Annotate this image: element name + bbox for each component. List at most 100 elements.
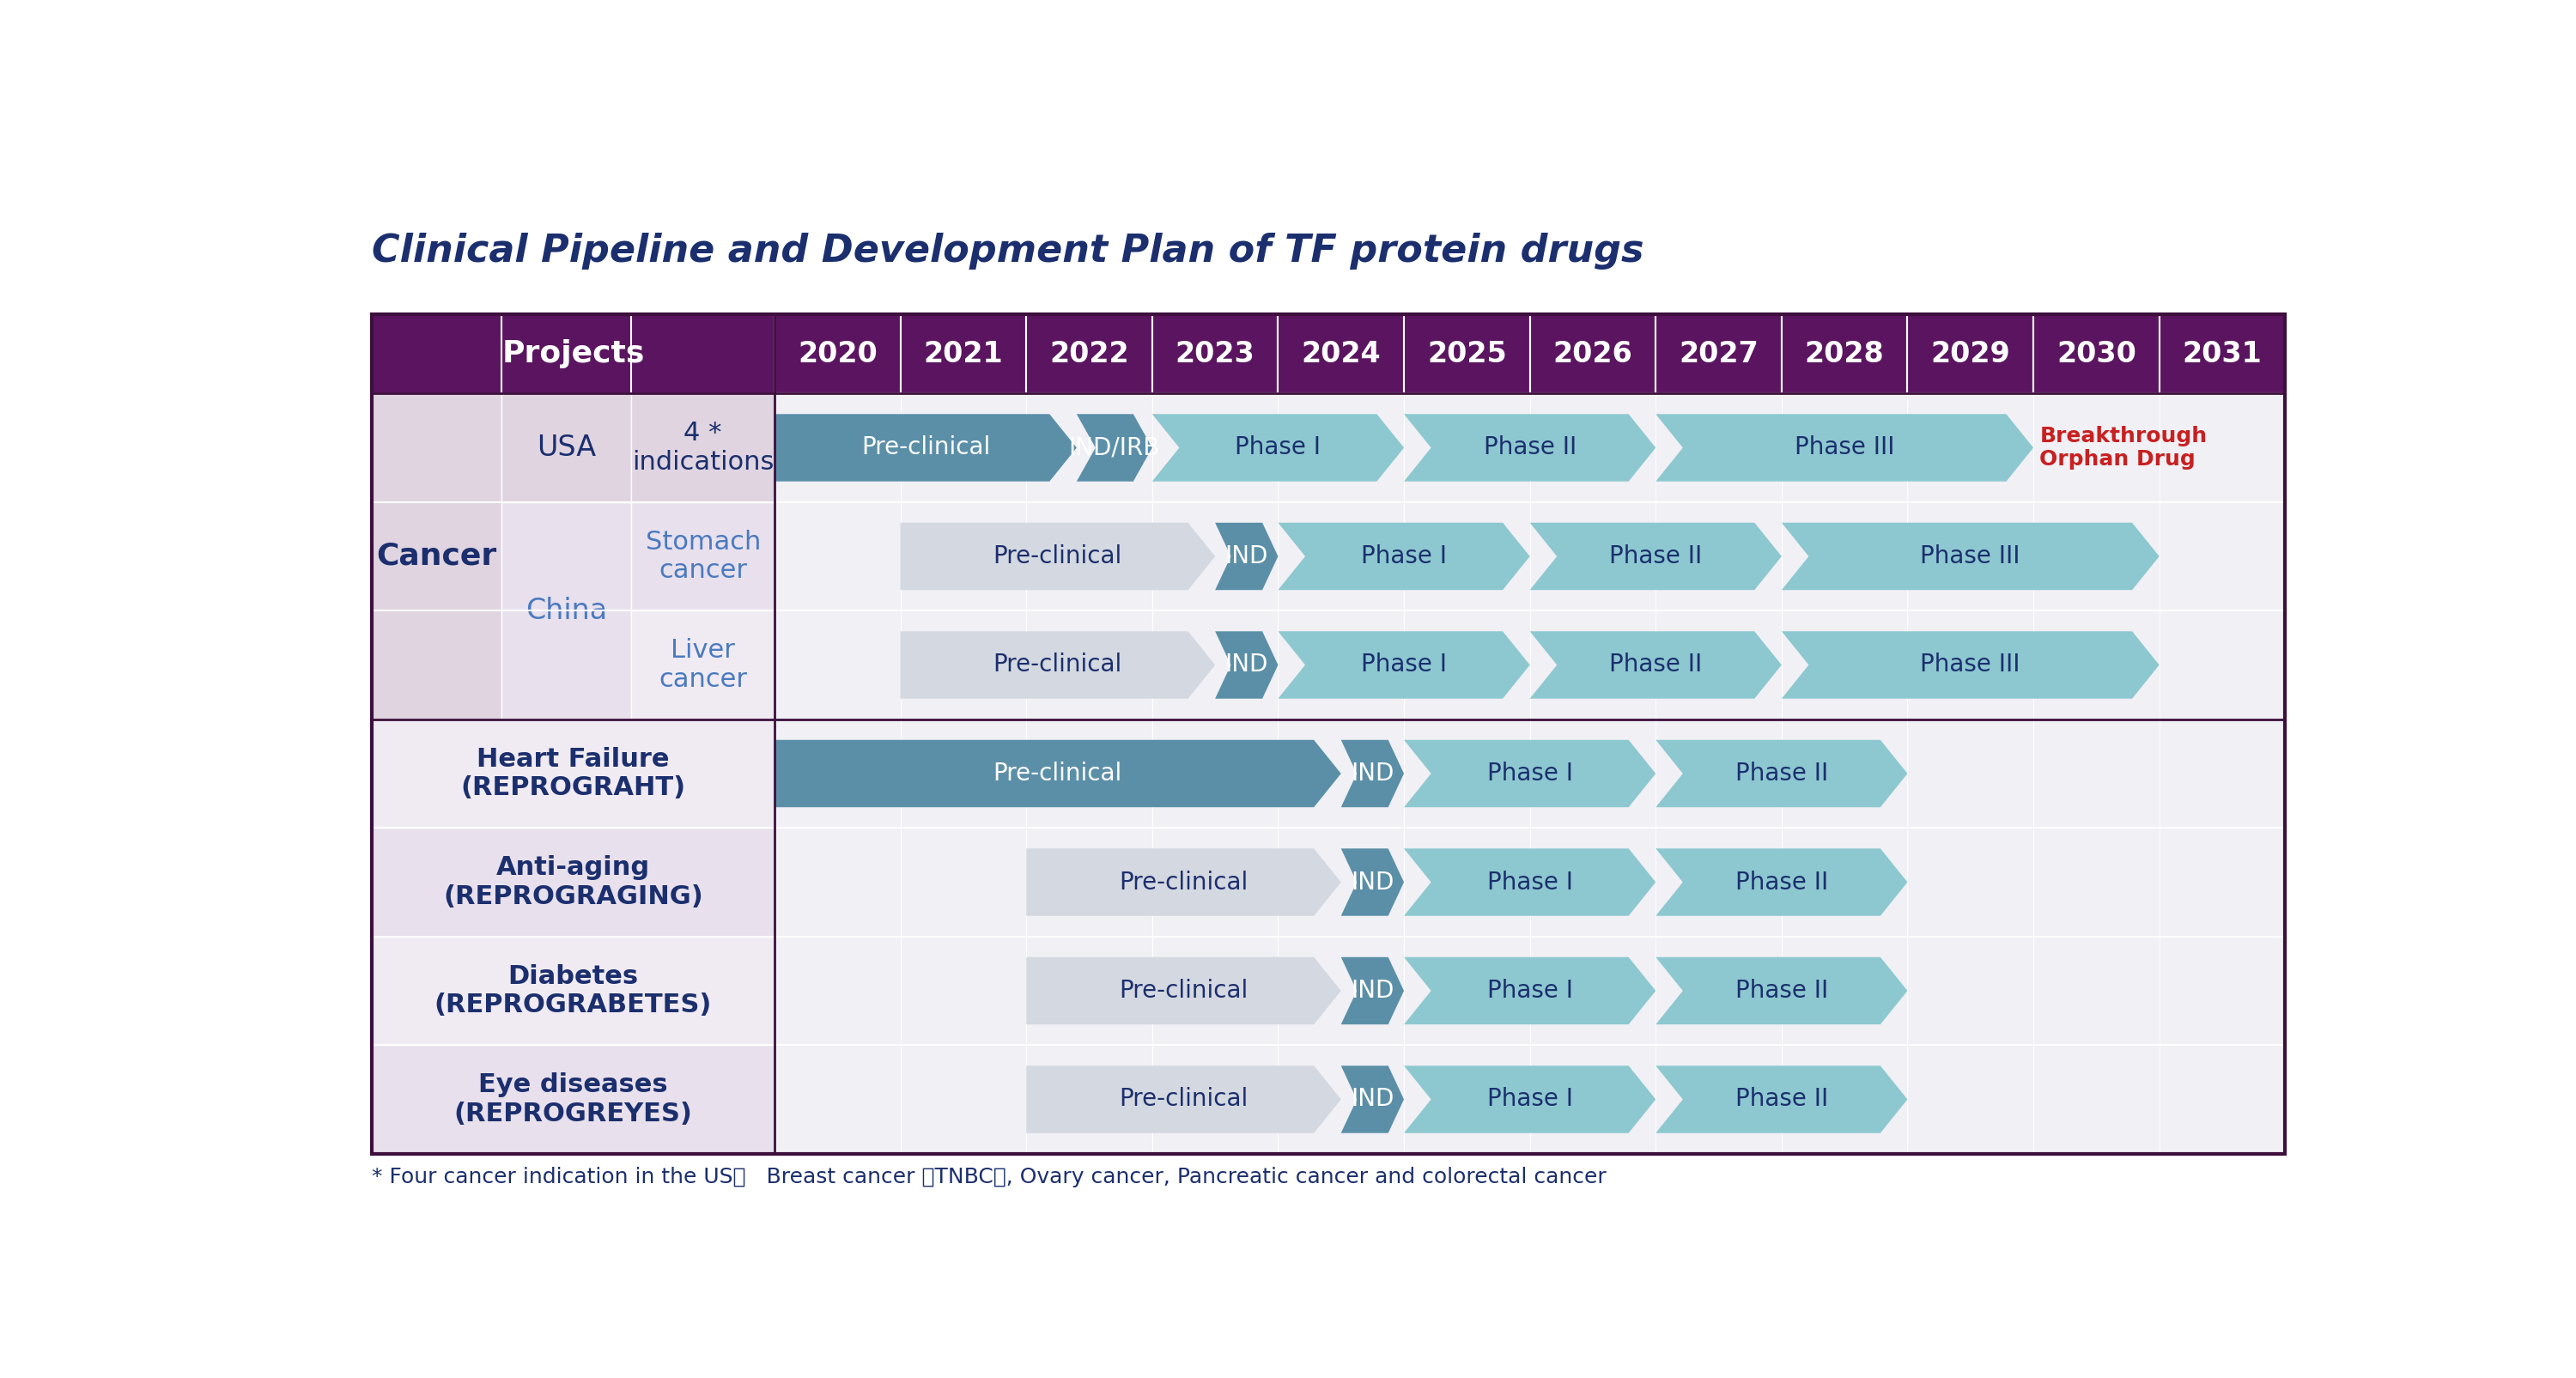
FancyBboxPatch shape	[1530, 828, 1656, 937]
FancyBboxPatch shape	[2159, 719, 2285, 828]
FancyBboxPatch shape	[1656, 937, 1783, 1045]
FancyBboxPatch shape	[2032, 610, 2159, 719]
FancyBboxPatch shape	[1278, 828, 1404, 937]
Polygon shape	[1077, 413, 1151, 481]
FancyBboxPatch shape	[1530, 610, 1656, 719]
Polygon shape	[902, 522, 1216, 590]
FancyBboxPatch shape	[1906, 1045, 2032, 1153]
FancyBboxPatch shape	[775, 828, 902, 937]
FancyBboxPatch shape	[502, 394, 631, 502]
FancyBboxPatch shape	[902, 719, 1025, 828]
FancyBboxPatch shape	[1656, 394, 1783, 502]
Text: Stomach
cancer: Stomach cancer	[644, 529, 760, 583]
Text: Phase III: Phase III	[1919, 653, 2020, 677]
Text: IND/IRB: IND/IRB	[1069, 435, 1159, 460]
FancyBboxPatch shape	[1656, 719, 1783, 828]
FancyBboxPatch shape	[1025, 314, 1151, 394]
FancyBboxPatch shape	[1404, 937, 1530, 1045]
FancyBboxPatch shape	[1278, 937, 1404, 1045]
FancyBboxPatch shape	[1783, 828, 1906, 937]
Text: Phase II: Phase II	[1736, 870, 1829, 894]
FancyBboxPatch shape	[371, 314, 775, 394]
FancyBboxPatch shape	[1278, 1045, 1404, 1153]
Text: 2031: 2031	[2182, 339, 2262, 368]
FancyBboxPatch shape	[2159, 937, 2285, 1045]
Polygon shape	[902, 631, 1216, 699]
FancyBboxPatch shape	[1906, 719, 2032, 828]
FancyBboxPatch shape	[1783, 502, 1906, 610]
FancyBboxPatch shape	[1278, 314, 1404, 394]
FancyBboxPatch shape	[1151, 1045, 1278, 1153]
Text: Anti-aging
(REPROGRAGING): Anti-aging (REPROGRAGING)	[443, 856, 703, 909]
Text: IND: IND	[1226, 544, 1267, 568]
Polygon shape	[1151, 413, 1404, 481]
Text: Phase III: Phase III	[1919, 544, 2020, 568]
FancyBboxPatch shape	[1656, 610, 1783, 719]
Text: Phase II: Phase II	[1610, 653, 1703, 677]
FancyBboxPatch shape	[2032, 502, 2159, 610]
Text: IND: IND	[1350, 1087, 1394, 1112]
Polygon shape	[1025, 958, 1342, 1024]
Polygon shape	[1656, 413, 2032, 481]
FancyBboxPatch shape	[902, 610, 1025, 719]
Polygon shape	[1656, 958, 1906, 1024]
Text: IND: IND	[1226, 653, 1267, 677]
FancyBboxPatch shape	[371, 1045, 775, 1153]
FancyBboxPatch shape	[1404, 502, 1530, 610]
FancyBboxPatch shape	[1025, 502, 1151, 610]
FancyBboxPatch shape	[1530, 1045, 1656, 1153]
Text: 2024: 2024	[1301, 339, 1381, 368]
Text: 2020: 2020	[799, 339, 878, 368]
Polygon shape	[1530, 522, 1783, 590]
Text: China: China	[526, 597, 608, 624]
Text: Breakthrough
Orphan Drug: Breakthrough Orphan Drug	[2040, 426, 2208, 470]
Text: Phase II: Phase II	[1736, 1087, 1829, 1112]
Polygon shape	[1530, 631, 1783, 699]
FancyBboxPatch shape	[1151, 828, 1278, 937]
FancyBboxPatch shape	[775, 394, 902, 502]
FancyBboxPatch shape	[1530, 394, 1656, 502]
FancyBboxPatch shape	[1783, 937, 1906, 1045]
FancyBboxPatch shape	[1025, 719, 1151, 828]
FancyBboxPatch shape	[371, 394, 502, 719]
FancyBboxPatch shape	[1151, 719, 1278, 828]
Polygon shape	[1342, 849, 1404, 916]
FancyBboxPatch shape	[1906, 937, 2032, 1045]
FancyBboxPatch shape	[1404, 610, 1530, 719]
Polygon shape	[1656, 1065, 1906, 1133]
Text: Eye diseases
(REPROGREYES): Eye diseases (REPROGREYES)	[453, 1072, 693, 1126]
FancyBboxPatch shape	[1530, 502, 1656, 610]
Text: 2027: 2027	[1680, 339, 1759, 368]
FancyBboxPatch shape	[1783, 314, 1906, 394]
FancyBboxPatch shape	[2159, 828, 2285, 937]
FancyBboxPatch shape	[502, 502, 631, 719]
Polygon shape	[1656, 740, 1906, 808]
Polygon shape	[775, 740, 1342, 808]
FancyBboxPatch shape	[1151, 394, 1278, 502]
FancyBboxPatch shape	[2032, 828, 2159, 937]
Text: 2021: 2021	[925, 339, 1002, 368]
Text: Phase I: Phase I	[1360, 653, 1448, 677]
Text: 2022: 2022	[1048, 339, 1128, 368]
Text: USA: USA	[536, 434, 595, 462]
FancyBboxPatch shape	[902, 937, 1025, 1045]
FancyBboxPatch shape	[1404, 1045, 1530, 1153]
Polygon shape	[775, 413, 1077, 481]
Text: Clinical Pipeline and Development Plan of TF protein drugs: Clinical Pipeline and Development Plan o…	[371, 233, 1643, 270]
Text: Projects: Projects	[502, 339, 644, 368]
Text: 2025: 2025	[1427, 339, 1507, 368]
FancyBboxPatch shape	[2159, 394, 2285, 502]
Text: 4 *
indications: 4 * indications	[631, 420, 773, 474]
FancyBboxPatch shape	[631, 394, 775, 502]
FancyBboxPatch shape	[1656, 314, 1783, 394]
Polygon shape	[1656, 849, 1906, 916]
Polygon shape	[1216, 522, 1278, 590]
FancyBboxPatch shape	[2159, 610, 2285, 719]
FancyBboxPatch shape	[631, 502, 775, 610]
FancyBboxPatch shape	[1278, 394, 1404, 502]
FancyBboxPatch shape	[371, 719, 775, 828]
Text: Phase II: Phase II	[1484, 435, 1577, 460]
Polygon shape	[1025, 1065, 1342, 1133]
Polygon shape	[1278, 631, 1530, 699]
FancyBboxPatch shape	[775, 1045, 902, 1153]
